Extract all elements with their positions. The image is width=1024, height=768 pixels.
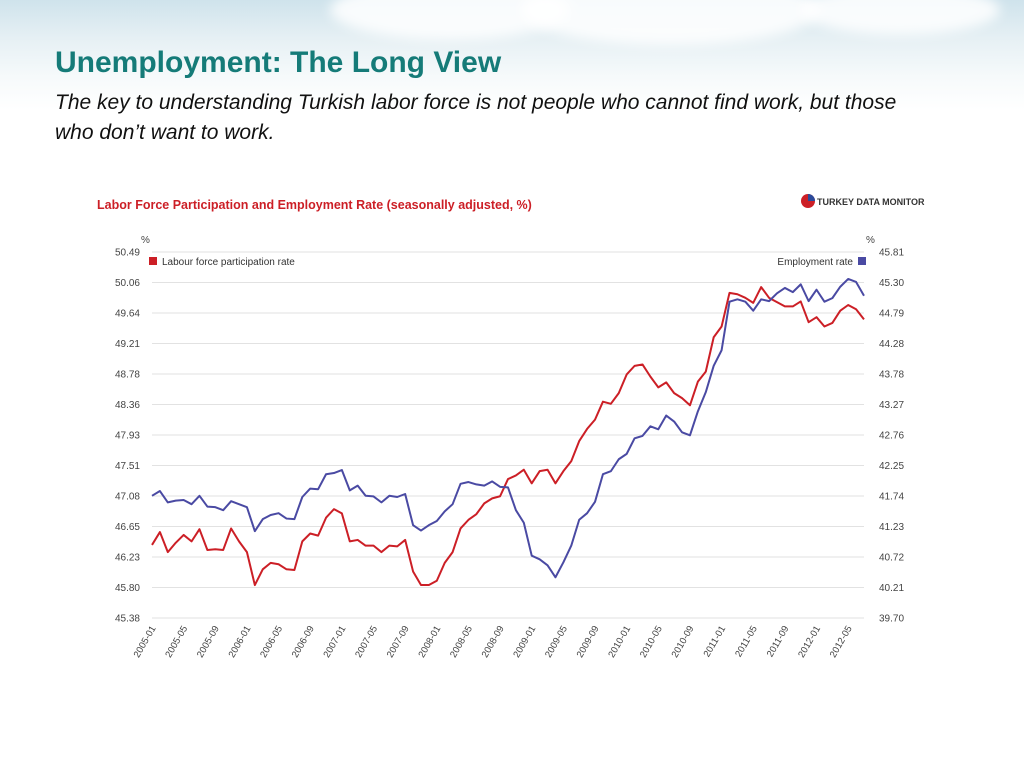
legend-swatch-participation	[149, 257, 157, 265]
right-axis-tick-label: 41.23	[879, 522, 904, 533]
legend-label-employment: Employment rate	[777, 257, 853, 268]
right-axis-tick-label: 43.78	[879, 370, 904, 381]
svg-text:TURKEY DATA MONITOR: TURKEY DATA MONITOR	[817, 197, 925, 207]
x-axis-tick-label: 2006-01	[227, 624, 254, 660]
left-axis-ticks: 50.49 50.06 49.64 49.21 48.78 48.36 47.93 47.51…	[115, 248, 140, 625]
x-axis-tick-label: 2005-05	[163, 624, 190, 660]
left-axis-tick-label: 49.21	[115, 339, 140, 350]
series-line-participation	[151, 286, 865, 587]
left-axis-tick-label: 47.08	[115, 492, 140, 503]
right-axis-tick-label: 40.72	[879, 553, 904, 564]
right-axis-tick-label: 43.27	[879, 400, 904, 411]
line-chart: Labor Force Participation and Employment…	[97, 194, 925, 660]
x-axis-tick-label: 2012-05	[828, 624, 855, 660]
chart-container: Labor Force Participation and Employment…	[86, 186, 932, 666]
brand-prefix: TURKEY DATA	[817, 197, 882, 207]
right-axis-tick-label: 44.79	[879, 309, 904, 320]
right-axis-tick-label: 42.25	[879, 461, 904, 472]
right-axis-ticks: 45.81 45.30 44.79 44.28 43.78 43.27 42.76 42.25…	[879, 248, 904, 625]
legend-right: Employment rate	[777, 257, 866, 268]
x-axis-tick-label: 2007-09	[385, 624, 412, 660]
right-axis-tick-label: 44.28	[879, 339, 904, 350]
left-axis-tick-label: 47.93	[115, 431, 140, 442]
x-axis-tick-label: 2006-09	[290, 624, 317, 660]
x-axis-tick-label: 2007-05	[353, 624, 380, 660]
left-axis-tick-label: 45.38	[115, 614, 140, 625]
x-axis-tick-label: 2008-05	[448, 624, 475, 660]
x-axis-tick-label: 2010-09	[670, 624, 697, 660]
x-axis-tick-label: 2007-01	[322, 624, 349, 660]
slide-title: Unemployment: The Long View	[55, 46, 502, 79]
right-axis-tick-label: 45.30	[879, 278, 904, 289]
x-axis-tick-label: 2009-05	[543, 624, 570, 660]
x-axis-tick-label: 2011-01	[702, 624, 729, 659]
left-axis-tick-label: 45.80	[115, 583, 140, 594]
x-axis-tick-label: 2008-01	[416, 624, 443, 660]
legend-label-participation: Labour force participation rate	[162, 257, 295, 268]
left-axis-tick-label: 46.65	[115, 522, 140, 533]
x-axis-tick-label: 2006-05	[258, 624, 285, 660]
sky-header-background	[0, 0, 1024, 110]
brand-logo: TURKEY DATA MONITOR	[801, 194, 925, 208]
left-axis-tick-label: 50.06	[115, 278, 140, 289]
x-axis-tick-label: 2010-01	[606, 624, 633, 660]
x-axis-tick-label: 2005-01	[132, 624, 159, 660]
x-axis-tick-label: 2009-09	[575, 624, 602, 660]
x-axis-ticks: 2005-01 2005-05 2005-09 2006-01 2006-05 2006-…	[132, 624, 855, 660]
brand-logo-icon-accent	[808, 194, 815, 201]
x-axis-tick-label: 2011-09	[765, 624, 792, 659]
x-axis-tick-label: 2012-01	[796, 624, 823, 660]
left-axis-unit: %	[141, 235, 150, 246]
right-axis-unit: %	[866, 235, 875, 246]
x-axis-tick-label: 2011-05	[733, 624, 760, 659]
right-axis-tick-label: 45.81	[879, 248, 904, 259]
x-axis-tick-label: 2005-09	[195, 624, 222, 660]
legend-left: Labour force participation rate	[149, 257, 295, 268]
left-axis-tick-label: 49.64	[115, 309, 140, 320]
series-line-employment	[151, 277, 865, 579]
x-axis-tick-label: 2010-05	[638, 624, 665, 660]
slide-subtitle: The key to understanding Turkish labor f…	[55, 91, 897, 144]
right-axis-tick-label: 42.76	[879, 431, 904, 442]
left-axis-tick-label: 46.23	[115, 553, 140, 564]
left-axis-tick-label: 50.49	[115, 248, 140, 259]
right-axis-tick-label: 40.21	[879, 583, 904, 594]
left-axis-tick-label: 48.36	[115, 400, 140, 411]
brand-suffix: MONITOR	[882, 197, 925, 207]
right-axis-tick-label: 39.70	[879, 614, 904, 625]
x-axis-tick-label: 2008-09	[480, 624, 507, 660]
left-axis-tick-label: 48.78	[115, 370, 140, 381]
chart-title: Labor Force Participation and Employment…	[97, 198, 532, 212]
legend-swatch-employment	[858, 257, 866, 265]
x-axis-tick-label: 2009-01	[511, 624, 538, 660]
left-axis-tick-label: 47.51	[115, 461, 140, 472]
right-axis-tick-label: 41.74	[879, 492, 904, 503]
gridlines	[152, 251, 864, 619]
